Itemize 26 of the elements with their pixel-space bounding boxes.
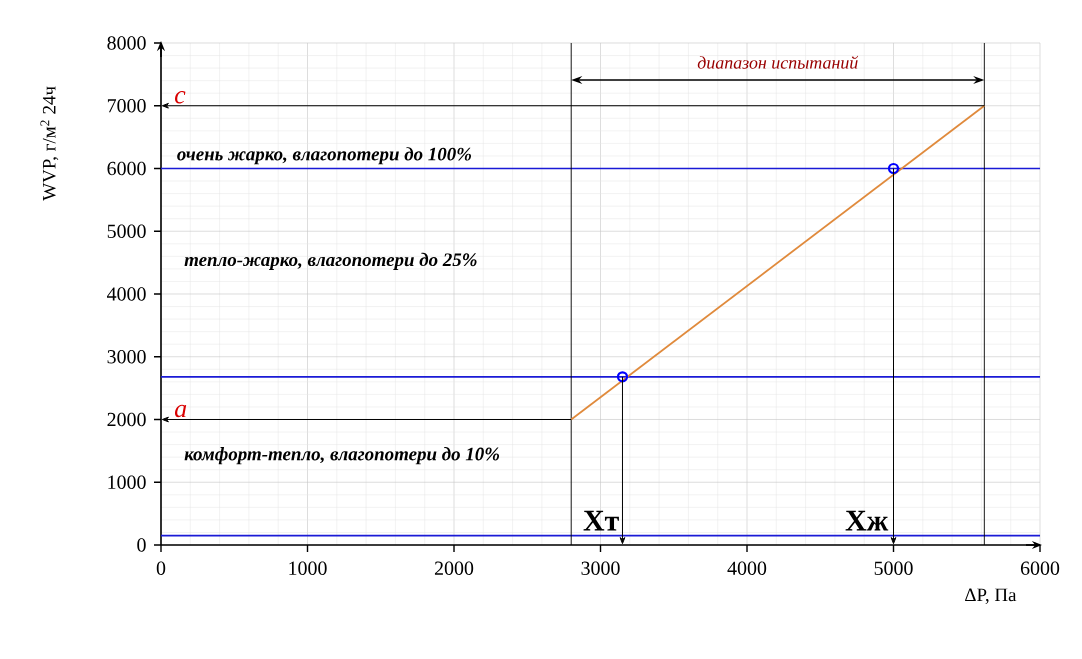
y-tick-label: 0 bbox=[137, 538, 146, 552]
y-tick-label: 2000 bbox=[107, 412, 146, 427]
y-tick-label: 7000 bbox=[107, 99, 146, 113]
x-tick-label: 2000 bbox=[434, 561, 474, 575]
x-tick-label: 1000 bbox=[289, 561, 327, 575]
x-axis-title: ΔP, Па bbox=[965, 588, 1017, 604]
annotation: Хж bbox=[845, 510, 889, 531]
annotation: диапазон испытаний bbox=[697, 55, 859, 69]
x-tick-label: 0 bbox=[156, 561, 166, 575]
annotation: Хт bbox=[583, 510, 619, 531]
annotation: очень жарко, влагопотери до 100% bbox=[177, 147, 471, 165]
annotation: тепло-жарко, влагопотери до 25% bbox=[184, 252, 477, 270]
y-tick-label: 4000 bbox=[107, 287, 146, 301]
annotation: a bbox=[174, 404, 187, 418]
x-tick-label: 3000 bbox=[581, 561, 620, 575]
x-tick-label: 6000 bbox=[1020, 561, 1060, 575]
y-tick-label: 1000 bbox=[108, 475, 146, 489]
x-tick-label: 4000 bbox=[727, 561, 767, 575]
x-tick-label: 5000 bbox=[874, 561, 913, 575]
y-tick-label: 6000 bbox=[107, 161, 146, 176]
y-tick-label: 5000 bbox=[107, 224, 146, 238]
annotation: c bbox=[175, 91, 186, 104]
annotation: комфорт-тепло, влагопотери до 10% bbox=[184, 447, 500, 465]
y-tick-label: 3000 bbox=[107, 350, 146, 364]
y-tick-label: 8000 bbox=[107, 36, 146, 50]
y-axis-title: WVP, г/м$^{2}$ 24ч bbox=[40, 86, 59, 201]
